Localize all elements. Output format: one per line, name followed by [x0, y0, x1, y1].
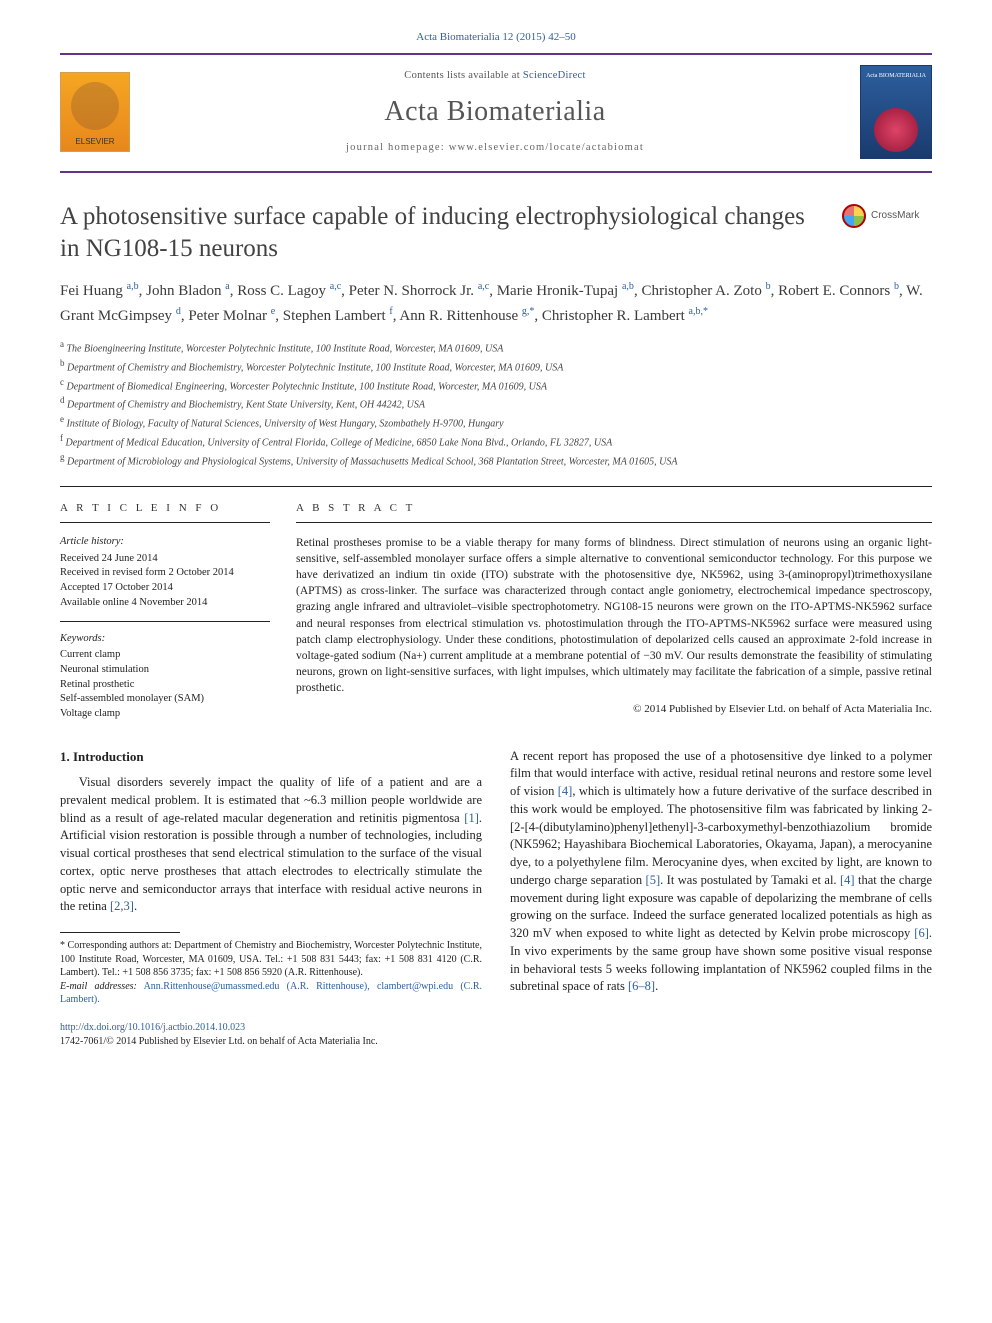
elsevier-label: ELSEVIER	[75, 136, 114, 147]
doi-block: http://dx.doi.org/10.1016/j.actbio.2014.…	[60, 1021, 482, 1049]
body-paragraph: A recent report has proposed the use of …	[510, 748, 932, 997]
history-line: Accepted 17 October 2014	[60, 581, 270, 596]
history-line: Received in revised form 2 October 2014	[60, 566, 270, 581]
cover-label: Acta BIOMATERIALIA	[866, 72, 926, 80]
journal-citation: Acta Biomaterialia 12 (2015) 42–50	[60, 30, 932, 45]
citation-ref[interactable]: [4]	[558, 784, 573, 798]
homepage-line: journal homepage: www.elsevier.com/locat…	[148, 141, 842, 156]
doi-link[interactable]: http://dx.doi.org/10.1016/j.actbio.2014.…	[60, 1021, 482, 1035]
journal-cover-thumb[interactable]: Acta BIOMATERIALIA	[860, 65, 932, 159]
affiliations-list: a The Bioengineering Institute, Worceste…	[60, 338, 932, 470]
citation-ref[interactable]: [6–8]	[628, 979, 655, 993]
article-info-column: A R T I C L E I N F O Article history: R…	[60, 501, 270, 722]
corresponding-text: * Corresponding authors at: Department o…	[60, 939, 482, 980]
abstract-heading: A B S T R A C T	[296, 501, 932, 523]
header-center: Contents lists available at ScienceDirec…	[148, 69, 842, 156]
abstract-column: A B S T R A C T Retinal prostheses promi…	[296, 501, 932, 722]
abstract-copyright: © 2014 Published by Elsevier Ltd. on beh…	[296, 702, 932, 717]
section-heading-intro: 1. Introduction	[60, 748, 482, 766]
journal-name: Acta Biomaterialia	[148, 92, 842, 131]
affiliation-line: e Institute of Biology, Faculty of Natur…	[60, 413, 932, 432]
body-paragraph: Visual disorders severely impact the qua…	[60, 774, 482, 916]
elsevier-logo[interactable]: ELSEVIER	[60, 72, 130, 152]
affiliation-line: d Department of Chemistry and Biochemist…	[60, 394, 932, 413]
availability-line: Contents lists available at ScienceDirec…	[148, 69, 842, 84]
avail-prefix: Contents lists available at	[404, 70, 523, 81]
affiliation-line: c Department of Biomedical Engineering, …	[60, 376, 932, 395]
elsevier-tree-icon	[71, 82, 119, 130]
sciencedirect-link[interactable]: ScienceDirect	[523, 70, 586, 81]
corresponding-author-footnote: * Corresponding authors at: Department o…	[60, 939, 482, 1007]
journal-header: ELSEVIER Contents lists available at Sci…	[60, 53, 932, 173]
authors-list: Fei Huang a,b, John Bladon a, Ross C. La…	[60, 279, 932, 328]
citation-ref[interactable]: [4]	[840, 873, 855, 887]
homepage-label: journal homepage:	[346, 142, 449, 153]
history-label: Article history:	[60, 535, 270, 550]
affiliation-line: f Department of Medical Education, Unive…	[60, 432, 932, 451]
keywords-block: Keywords: Current clampNeuronal stimulat…	[60, 632, 270, 722]
affiliation-line: g Department of Microbiology and Physiol…	[60, 451, 932, 470]
abstract-text: Retinal prostheses promise to be a viabl…	[296, 535, 932, 696]
crossmark-icon	[842, 204, 866, 228]
article-body: 1. Introduction Visual disorders severel…	[60, 748, 932, 1049]
affiliation-line: b Department of Chemistry and Biochemist…	[60, 357, 932, 376]
keyword-line: Retinal prosthetic	[60, 678, 270, 693]
citation-ref[interactable]: [5]	[646, 873, 661, 887]
article-history: Article history: Received 24 June 2014Re…	[60, 535, 270, 621]
issn-copyright: 1742-7061/© 2014 Published by Elsevier L…	[60, 1035, 482, 1049]
crossmark-badge[interactable]: CrossMark	[842, 201, 932, 231]
history-line: Available online 4 November 2014	[60, 596, 270, 611]
keyword-line: Voltage clamp	[60, 707, 270, 722]
keywords-label: Keywords:	[60, 632, 270, 647]
citation-ref[interactable]: [2,3]	[110, 899, 134, 913]
crossmark-label: CrossMark	[871, 209, 919, 223]
keyword-line: Self-assembled monolayer (SAM)	[60, 692, 270, 707]
history-line: Received 24 June 2014	[60, 552, 270, 567]
footnote-separator	[60, 932, 180, 933]
email-label: E-mail addresses:	[60, 981, 137, 992]
homepage-url[interactable]: www.elsevier.com/locate/actabiomat	[449, 142, 644, 153]
affiliation-line: a The Bioengineering Institute, Worceste…	[60, 338, 932, 357]
keyword-line: Current clamp	[60, 648, 270, 663]
article-info-heading: A R T I C L E I N F O	[60, 501, 270, 523]
citation-ref[interactable]: [6]	[914, 926, 929, 940]
cover-art-icon	[874, 108, 918, 152]
email-line: E-mail addresses: Ann.Rittenhouse@umassm…	[60, 980, 482, 1007]
article-title: A photosensitive surface capable of indu…	[60, 201, 822, 265]
citation-ref[interactable]: [1]	[464, 811, 479, 825]
keyword-line: Neuronal stimulation	[60, 663, 270, 678]
